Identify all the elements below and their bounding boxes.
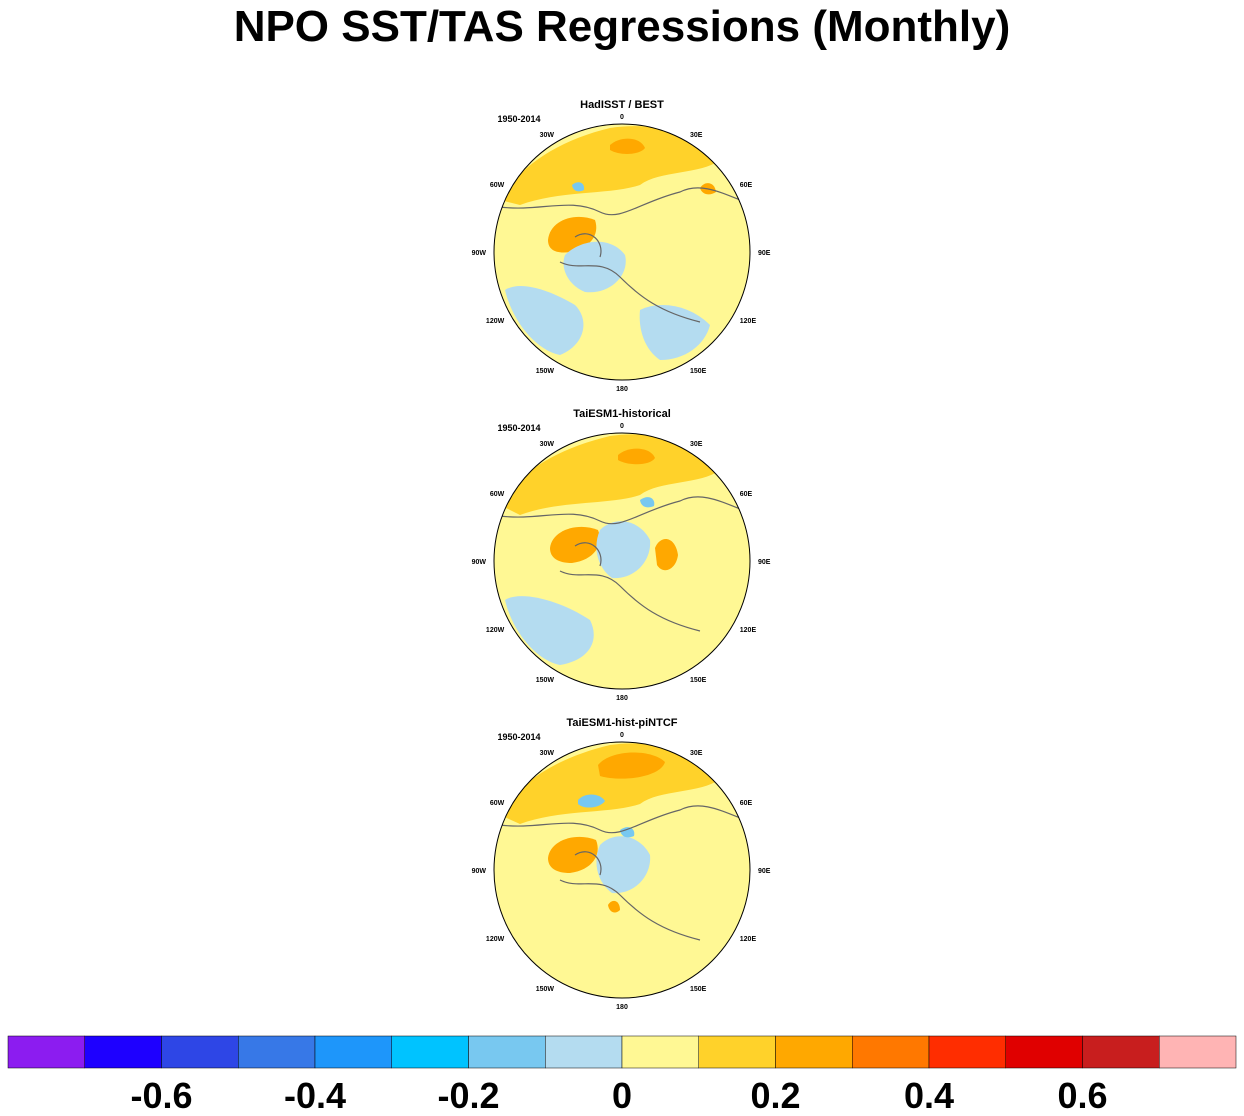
longitude-label: 60E xyxy=(740,491,753,498)
longitude-label: 90W xyxy=(472,868,487,875)
colorbar-swatch xyxy=(621,1035,699,1069)
colorbar-swatch xyxy=(161,1035,239,1069)
colorbar-tick-label: 0.6 xyxy=(1057,1075,1107,1116)
longitude-label: 30W xyxy=(540,132,555,139)
longitude-label: 90W xyxy=(472,559,487,566)
regression-region xyxy=(620,827,635,838)
colorbar-swatch xyxy=(775,1035,853,1069)
regression-region xyxy=(500,743,720,824)
longitude-label: 60W xyxy=(490,182,505,189)
panel-period: 1950-2014 xyxy=(497,423,540,433)
longitude-label: 0 xyxy=(620,732,624,739)
colorbar-swatch xyxy=(468,1035,546,1069)
longitude-label: 30W xyxy=(540,441,555,448)
regression-region xyxy=(618,448,655,465)
colorbar-swatch xyxy=(1005,1035,1083,1069)
coastline xyxy=(499,187,746,323)
regression-region xyxy=(505,285,584,355)
regression-region xyxy=(610,138,645,154)
longitude-label: 180 xyxy=(616,1004,628,1011)
longitude-label: 0 xyxy=(620,114,624,121)
longitude-label: 150W xyxy=(536,368,555,375)
longitude-label: 90E xyxy=(758,868,771,875)
regression-region xyxy=(655,538,678,571)
longitude-label: 30E xyxy=(690,750,703,757)
colorbar-swatch xyxy=(928,1035,1006,1069)
colorbar-swatch xyxy=(314,1035,392,1069)
longitude-label: 60E xyxy=(740,800,753,807)
regression-region xyxy=(548,216,597,253)
coastline xyxy=(499,805,746,941)
longitude-label: 0 xyxy=(620,423,624,430)
colorbar-tick-label: 0.4 xyxy=(904,1075,954,1116)
longitude-label: 30E xyxy=(690,132,703,139)
regression-region xyxy=(596,836,651,894)
longitude-label: 120W xyxy=(486,318,505,325)
colorbar-tick-label: 0.2 xyxy=(750,1075,800,1116)
map-panel: HadISST / BEST 1950-2014 180 150E 120E 90E 60E… xyxy=(472,99,771,393)
map-outline xyxy=(493,123,751,381)
colorbar-swatch xyxy=(238,1035,316,1069)
panel-title: TaiESM1-hist-piNTCF xyxy=(566,717,677,729)
colorbar-swatch xyxy=(7,1035,85,1069)
colorbar: -0.6 -0.4 -0.2 0 0.2 0.4 0.6 xyxy=(7,1035,1237,1116)
colorbar-swatch xyxy=(545,1035,623,1069)
colorbar-tick-label: 0 xyxy=(612,1075,632,1116)
coastline xyxy=(499,496,746,632)
regression-region xyxy=(640,497,655,508)
longitude-label: 180 xyxy=(616,695,628,702)
longitude-label: 150W xyxy=(536,677,555,684)
longitude-label: 150E xyxy=(690,368,707,375)
longitude-label: 90E xyxy=(758,559,771,566)
regression-region xyxy=(596,521,651,579)
page-title: NPO SST/TAS Regressions (Monthly) xyxy=(233,2,1011,51)
map-outline xyxy=(493,432,751,690)
map-panel: TaiESM1-historical 1950-2014 180 150E 120E 90… xyxy=(472,408,771,702)
longitude-label: 120E xyxy=(740,936,757,943)
longitude-label: 150E xyxy=(690,677,707,684)
longitude-label: 30E xyxy=(690,441,703,448)
colorbar-tick-label: -0.2 xyxy=(437,1075,499,1116)
regression-region xyxy=(548,836,598,873)
longitude-label: 150E xyxy=(690,986,707,993)
longitude-label: 30W xyxy=(540,750,555,757)
panel-title: HadISST / BEST xyxy=(580,99,664,111)
panel-title: TaiESM1-historical xyxy=(573,408,671,420)
map-outline xyxy=(493,741,751,999)
regression-region xyxy=(578,794,605,808)
regression-region xyxy=(598,752,665,779)
colorbar-swatch xyxy=(698,1035,776,1069)
regression-region xyxy=(563,241,626,293)
map-panel: TaiESM1-hist-piNTCF 1950-2014 180 150E 120E 9… xyxy=(472,717,771,1011)
panel-period: 1950-2014 xyxy=(497,732,540,742)
colorbar-tick-label: -0.6 xyxy=(130,1075,192,1116)
longitude-label: 60W xyxy=(490,491,505,498)
regression-region xyxy=(505,596,594,665)
longitude-label: 120E xyxy=(740,318,757,325)
regression-region xyxy=(500,126,720,205)
longitude-label: 120W xyxy=(486,627,505,634)
panel-period: 1950-2014 xyxy=(497,114,540,124)
regression-region xyxy=(608,900,620,913)
longitude-label: 180 xyxy=(616,386,628,393)
longitude-label: 120W xyxy=(486,936,505,943)
map-panels: HadISST / BEST 1950-2014 180 150E 120E 90E 60E… xyxy=(472,99,771,1011)
colorbar-swatch xyxy=(1159,1035,1237,1069)
regression-region xyxy=(639,305,710,360)
longitude-label: 60E xyxy=(740,182,753,189)
longitude-label: 90E xyxy=(758,250,771,257)
longitude-label: 90W xyxy=(472,250,487,257)
longitude-label: 150W xyxy=(536,986,555,993)
colorbar-swatch xyxy=(391,1035,469,1069)
regression-region xyxy=(572,182,585,192)
regression-region xyxy=(550,526,600,563)
colorbar-swatch xyxy=(852,1035,930,1069)
longitude-label: 120E xyxy=(740,627,757,634)
colorbar-swatch xyxy=(1082,1035,1160,1069)
longitude-label: 60W xyxy=(490,800,505,807)
colorbar-swatch xyxy=(84,1035,162,1069)
colorbar-tick-label: -0.4 xyxy=(284,1075,346,1116)
regression-region xyxy=(500,434,720,515)
